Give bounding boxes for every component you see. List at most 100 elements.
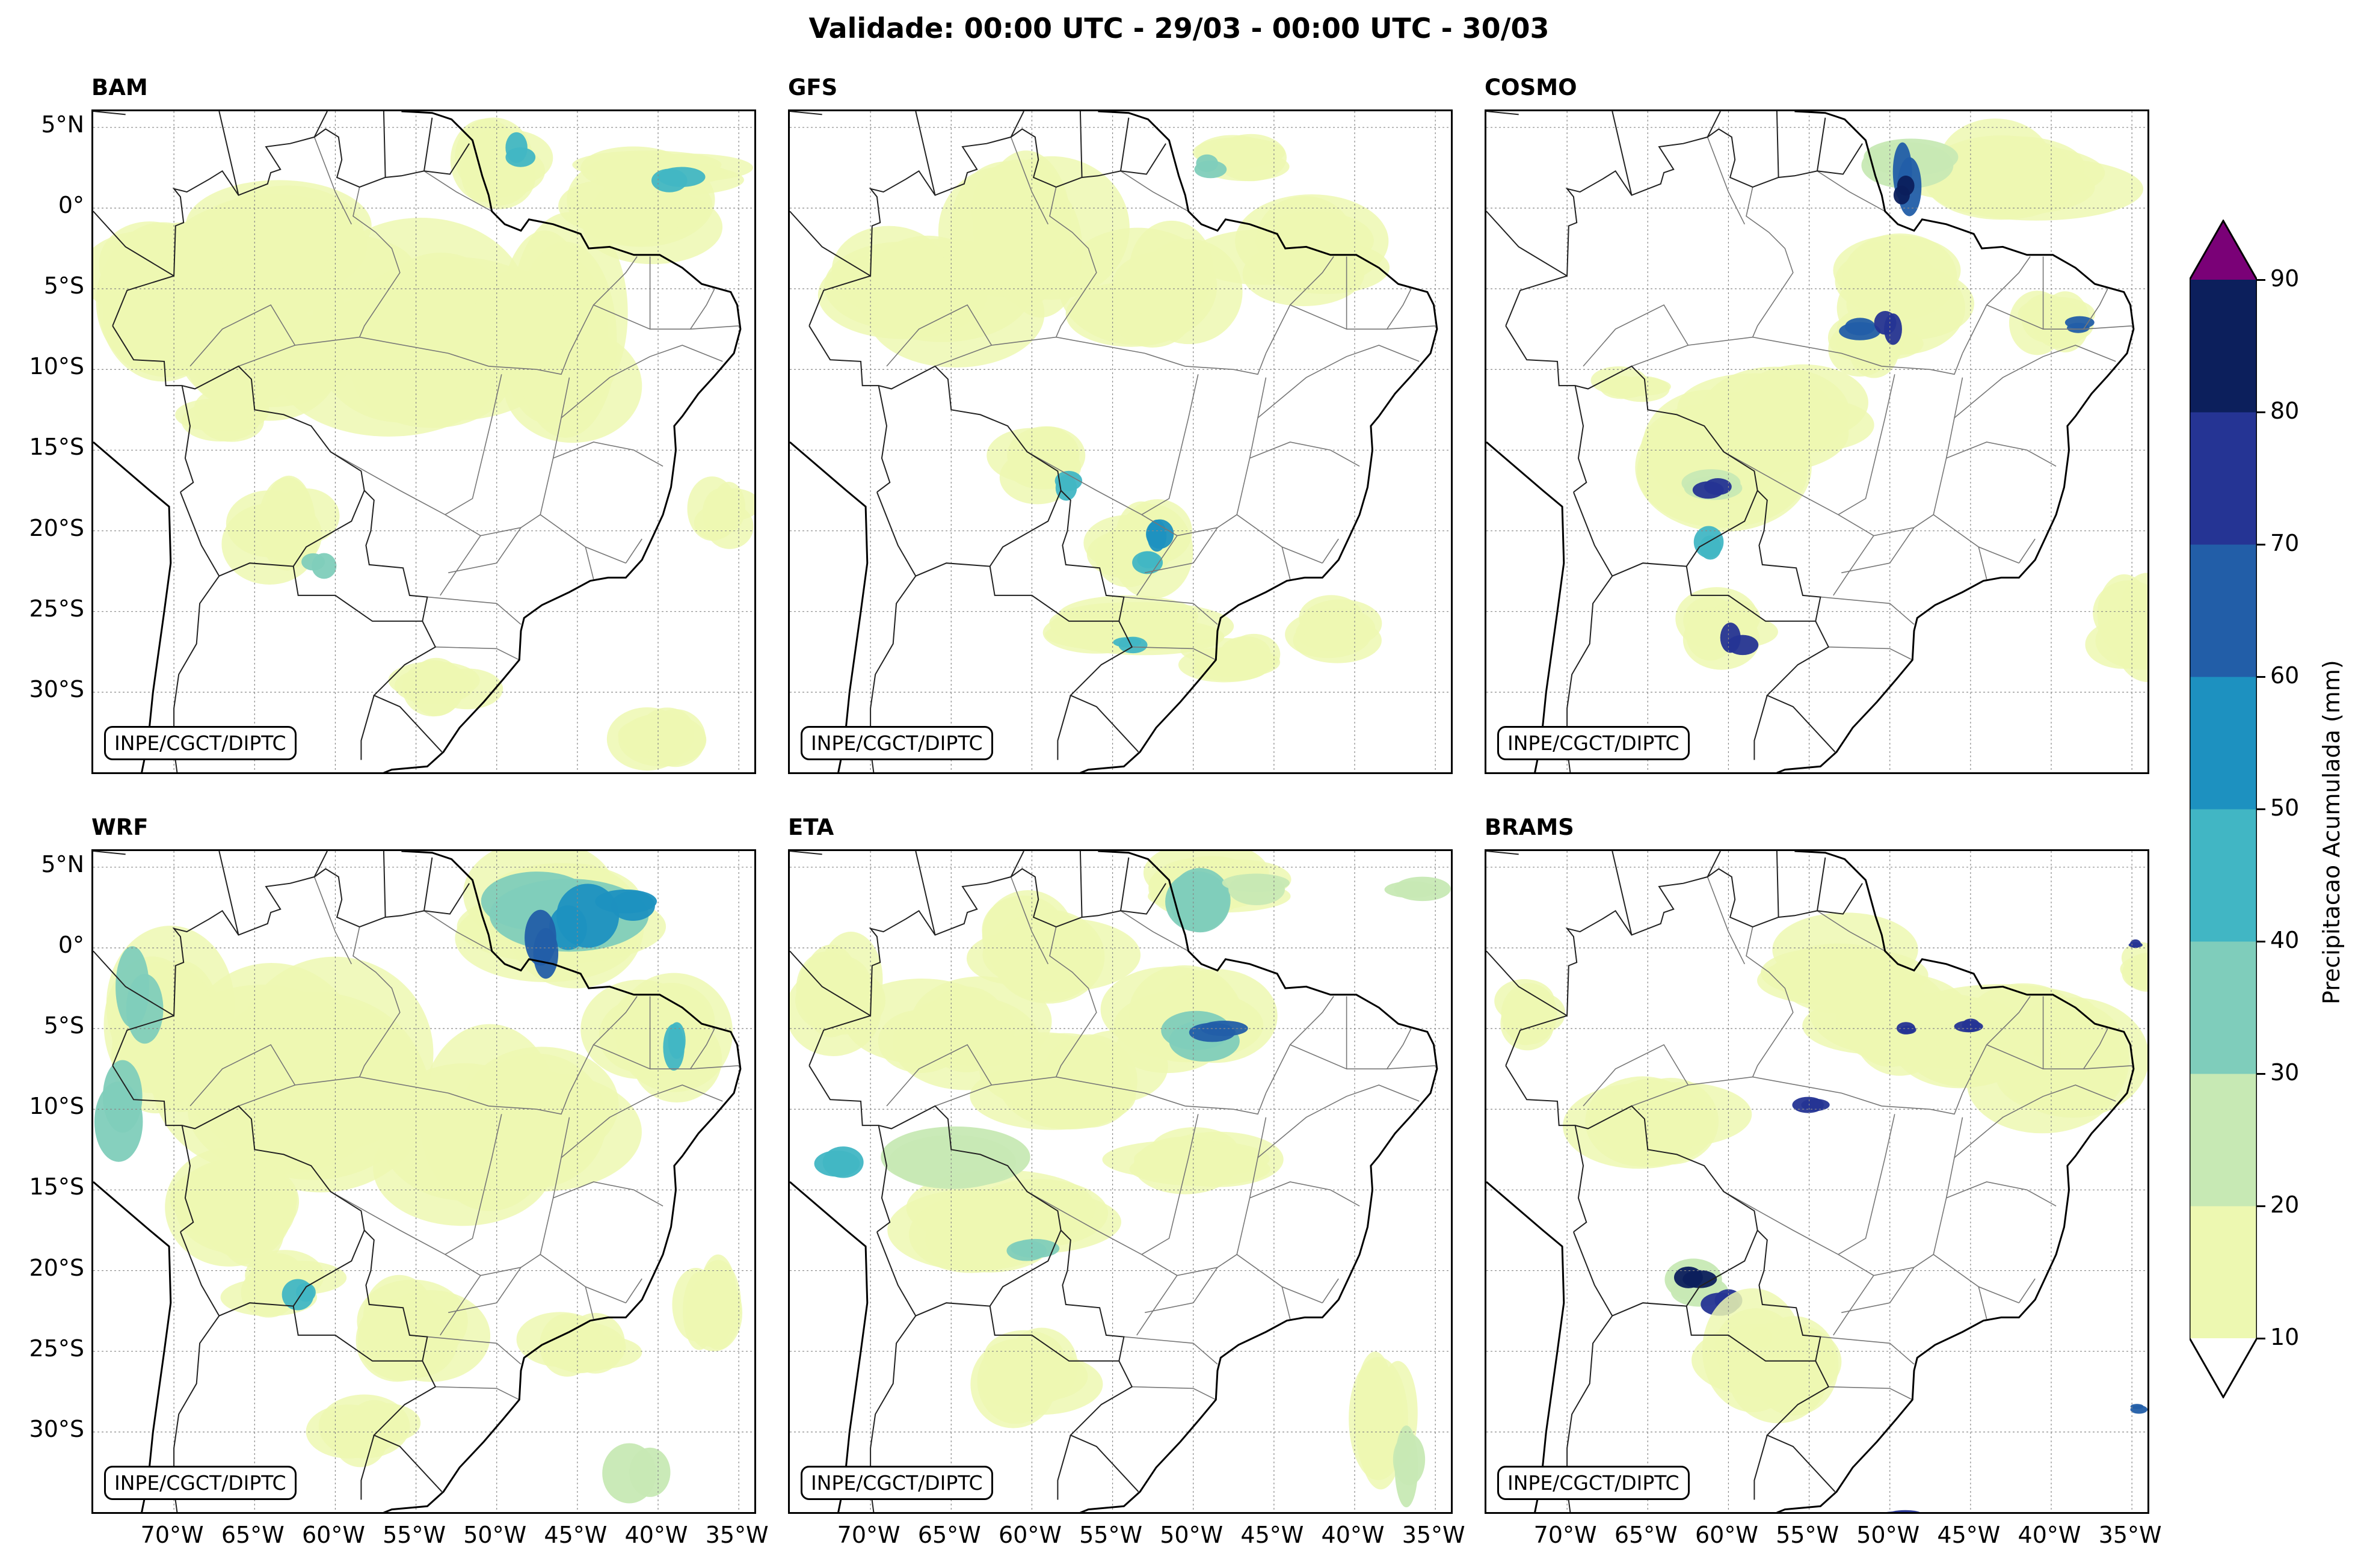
lat-tick-label: 25°S: [29, 1335, 84, 1362]
country-border: [1120, 117, 1130, 171]
credit-label: INPE/CGCT/DIPTC: [1497, 1466, 1690, 1500]
precip-area: [1189, 1022, 1236, 1042]
colorbar-segment: [2190, 1074, 2257, 1207]
lat-tick-label: 25°S: [29, 595, 84, 622]
lon-tick-label: 55°W: [1776, 1522, 1839, 1548]
precip-area: [645, 709, 706, 767]
lon-tick-label: 55°W: [383, 1522, 446, 1548]
state-border: [1136, 1275, 1178, 1336]
precip-area: [1682, 1270, 1717, 1288]
state-border: [1933, 1254, 2019, 1303]
precip-area: [1720, 623, 1741, 653]
state-border: [1141, 374, 1199, 515]
country-border: [313, 111, 328, 138]
lat-tick-label: 10°S: [29, 353, 84, 380]
precip-area: [1501, 983, 1557, 1045]
state-border: [585, 1287, 594, 1320]
state-border: [585, 547, 594, 580]
state-border: [2018, 538, 2036, 564]
lon-tick-label: 40°W: [1321, 1522, 1385, 1548]
lat-tick-label: 15°S: [29, 1173, 84, 1201]
country-border: [292, 566, 423, 622]
credit-label: INPE/CGCT/DIPTC: [1497, 726, 1690, 760]
state-border: [1281, 547, 1291, 580]
colorbar-tick-label: 10: [2270, 1324, 2300, 1350]
precip-area: [533, 927, 559, 979]
precip-area: [1704, 478, 1732, 496]
precip-area: [94, 1081, 143, 1162]
country-border: [93, 111, 126, 115]
state-border: [1817, 910, 1886, 952]
state-border: [1933, 514, 2019, 564]
state-border: [1322, 1278, 1339, 1303]
map-canvas-bam: [93, 111, 754, 772]
lat-tick-label: 20°S: [29, 514, 84, 541]
map-panel-cosmo: INPE/CGCT/DIPTC: [1485, 109, 2149, 774]
state-border: [423, 910, 493, 952]
precip-area: [296, 1282, 316, 1302]
map-panel-bam: INPE/CGCT/DIPTC: [91, 109, 756, 774]
lat-tick-label: 30°S: [29, 675, 84, 703]
country-border: [808, 868, 1166, 1066]
precip-area: [1011, 1238, 1060, 1258]
precip-area: [1845, 318, 1876, 336]
state-border: [1387, 288, 1412, 330]
country-border: [1572, 1230, 1758, 1317]
state-border: [2083, 288, 2108, 330]
precip-area: [1112, 251, 1210, 317]
state-border: [690, 1028, 715, 1069]
state-border: [1986, 304, 2132, 330]
state-border: [1049, 186, 1097, 337]
country-border: [876, 385, 891, 493]
coastline: [1776, 851, 2135, 1512]
state-border: [435, 1386, 520, 1400]
country-border: [1120, 857, 1130, 911]
state-border: [1249, 1181, 1360, 1207]
state-border: [1707, 137, 1746, 225]
state-border: [330, 1117, 570, 1276]
precip-area: [1608, 377, 1671, 396]
coastline: [1486, 1181, 1565, 1512]
country-border: [1486, 851, 1519, 855]
lat-tick-label: 30°S: [29, 1415, 84, 1442]
state-border: [1820, 1336, 1915, 1365]
state-border: [1820, 596, 1915, 625]
state-border: [1946, 441, 2057, 467]
state-border: [1978, 547, 1987, 580]
state-border: [1583, 1044, 1689, 1107]
lon-tick-label: 55°W: [1079, 1522, 1143, 1548]
lon-tick-label: 70°W: [1533, 1522, 1597, 1548]
state-border: [1131, 1386, 1216, 1400]
lat-tick-label: 5°N: [41, 850, 84, 878]
precip-area: [2064, 316, 2095, 329]
map-canvas-brams: [1486, 851, 2147, 1512]
state-border: [1838, 1114, 1895, 1255]
colorbar-under-triangle: [2190, 1338, 2257, 1397]
state-border: [1027, 1117, 1267, 1276]
panel-title-cosmo: COSMO: [1485, 75, 1577, 100]
country-border: [292, 1306, 423, 1362]
map-panel-brams: INPE/CGCT/DIPTC: [1485, 849, 2149, 1514]
map-panel-gfs: INPE/CGCT/DIPTC: [788, 109, 1453, 774]
state-border: [1120, 170, 1189, 212]
coastline: [1080, 111, 1438, 772]
precip-area: [402, 660, 464, 717]
country-border: [180, 1125, 194, 1232]
state-border: [448, 527, 522, 574]
country-border: [1486, 111, 1519, 115]
state-border: [313, 876, 352, 965]
colorbar-tick-mark: [2257, 676, 2265, 678]
panel-title-wrf: WRF: [91, 814, 149, 840]
colorbar-tick-mark: [2257, 941, 2265, 942]
coastline: [1776, 111, 2135, 772]
lat-tick-label: 0°: [58, 191, 84, 218]
state-border: [2018, 1278, 2036, 1303]
colorbar-tick-mark: [2257, 411, 2265, 413]
precip-area: [888, 1134, 1017, 1189]
lon-tick-label: 65°W: [221, 1522, 285, 1548]
precip-area: [1886, 1511, 1915, 1512]
country-border: [1817, 117, 1826, 171]
country-border: [790, 211, 871, 277]
precip-area: [909, 1196, 1033, 1273]
state-border: [1281, 1287, 1291, 1320]
